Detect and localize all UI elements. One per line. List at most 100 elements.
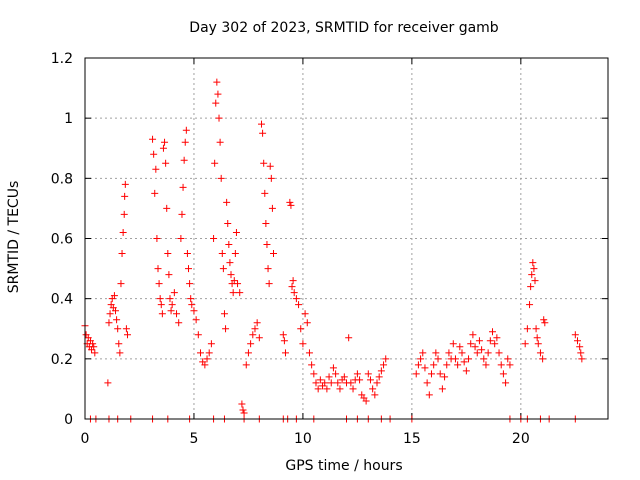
data-point [261, 189, 269, 197]
data-point [308, 361, 316, 369]
data-point [244, 349, 252, 357]
data-point [117, 280, 125, 288]
data-point [353, 370, 361, 378]
data-point [499, 370, 507, 378]
data-point [112, 307, 120, 315]
data-point [253, 319, 261, 327]
data-point [173, 310, 181, 318]
data-point [323, 385, 331, 393]
data-point [301, 310, 309, 318]
data-point [185, 265, 193, 273]
data-point [154, 265, 162, 273]
data-point [432, 349, 440, 357]
data-point [178, 210, 186, 218]
data-point [165, 271, 173, 279]
data-point [526, 301, 534, 309]
data-point [150, 150, 158, 158]
tick-labels: 0 0.2 0.4 0.6 0.8 1 1.2 0 5 10 15 20 [51, 51, 530, 447]
data-point [366, 376, 374, 384]
data-point [436, 370, 444, 378]
data-point [454, 361, 462, 369]
data-point [266, 162, 274, 170]
data-point [451, 355, 459, 363]
data-point [181, 138, 189, 146]
data-point [445, 349, 453, 357]
data-point [194, 331, 202, 339]
data-point [286, 198, 294, 206]
data-point [473, 349, 481, 357]
data-point [312, 379, 320, 387]
data-point [122, 325, 130, 333]
data-point [161, 138, 169, 146]
data-point [190, 307, 198, 315]
data-point [471, 343, 479, 351]
data-point [120, 210, 128, 218]
y-tick-label: 0.2 [51, 352, 73, 368]
data-point [506, 361, 514, 369]
data-point [220, 310, 228, 318]
data-point [238, 400, 246, 408]
data-point [201, 361, 209, 369]
data-point [336, 385, 344, 393]
data-point [236, 289, 244, 297]
data-point [578, 355, 586, 363]
data-point [255, 334, 263, 342]
data-point [149, 135, 157, 143]
data-point [180, 156, 188, 164]
data-point [175, 319, 183, 327]
data-point [521, 340, 529, 348]
data-point [239, 406, 247, 414]
data-point [105, 319, 113, 327]
data-point [571, 331, 579, 339]
data-point [305, 349, 313, 357]
data-point [533, 334, 541, 342]
data-point [155, 280, 163, 288]
data-point [119, 228, 127, 236]
data-point [528, 271, 536, 279]
data-point [177, 235, 185, 242]
data-point [158, 310, 166, 318]
data-point [347, 379, 355, 387]
data-point [458, 349, 466, 357]
data-point [269, 250, 277, 258]
data-point [288, 283, 296, 291]
data-point [157, 301, 165, 309]
data-point [186, 280, 194, 288]
data-point [316, 376, 324, 384]
data-point [493, 334, 501, 342]
data-point [314, 385, 322, 393]
data-point [412, 370, 420, 378]
data-point [163, 204, 171, 212]
data-point [106, 310, 114, 318]
data-point [480, 355, 488, 363]
data-point [168, 301, 176, 309]
data-point [495, 349, 503, 357]
data-point [240, 409, 248, 417]
data-point [441, 373, 449, 381]
data-point [427, 370, 435, 378]
data-point [224, 219, 232, 227]
chart-title: Day 302 of 2023, SRMTID for receiver gam… [189, 20, 499, 36]
y-tick-label: 1.2 [51, 51, 73, 67]
data-point [164, 250, 172, 258]
data-point [207, 340, 215, 348]
data-point [287, 201, 295, 209]
data-point [529, 259, 537, 267]
data-point [573, 337, 581, 345]
data-point [179, 183, 187, 191]
data-point [118, 250, 126, 258]
data-point [110, 292, 118, 300]
data-point [419, 349, 427, 357]
data-point [251, 325, 259, 333]
data-point [227, 271, 235, 279]
data-point [482, 361, 490, 369]
data-point [263, 241, 271, 249]
data-point [234, 280, 242, 288]
data-point [268, 204, 276, 212]
data-point [349, 385, 357, 393]
data-point [530, 265, 538, 273]
data-point [214, 90, 222, 98]
data-point [192, 316, 200, 324]
y-tick-label: 0.6 [51, 232, 73, 248]
